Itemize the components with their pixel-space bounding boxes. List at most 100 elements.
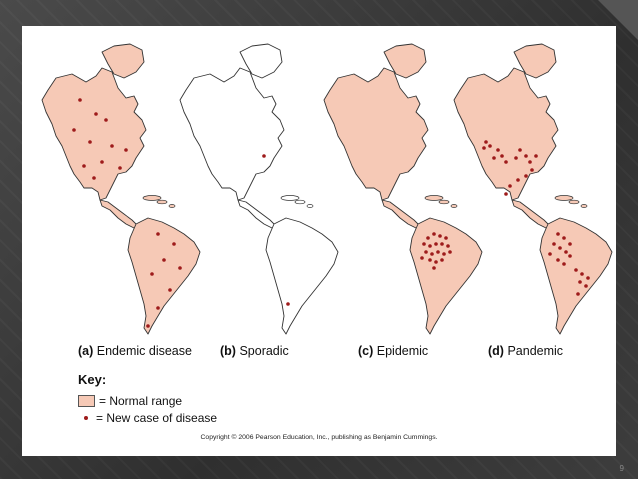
disease-case-dot <box>580 272 584 276</box>
disease-case-dot <box>440 242 444 246</box>
disease-case-dot <box>434 242 438 246</box>
disease-case-dot <box>434 260 438 264</box>
disease-case-dot <box>118 166 122 170</box>
key-new-case: = New case of disease <box>78 411 217 425</box>
disease-case-dot <box>428 258 432 262</box>
disease-case-dot <box>150 272 154 276</box>
disease-case-dot <box>492 156 496 160</box>
disease-case-dot <box>444 236 448 240</box>
caption-label: Endemic disease <box>96 344 192 358</box>
caption-pandemic: (d) Pandemic <box>488 344 563 358</box>
map-epidemic <box>323 43 483 335</box>
disease-case-dot <box>146 324 150 328</box>
disease-case-dot <box>426 236 430 240</box>
disease-case-dot <box>100 160 104 164</box>
disease-case-dot <box>168 288 172 292</box>
disease-case-dot <box>124 148 128 152</box>
disease-case-dot <box>516 178 520 182</box>
disease-case-dot <box>162 258 166 262</box>
greenland-outline <box>239 43 283 79</box>
caption-letter: (c) <box>358 344 374 358</box>
greenland-outline <box>101 43 145 79</box>
disease-case-dot <box>422 242 426 246</box>
disease-case-dot <box>564 250 568 254</box>
disease-case-dot <box>548 252 552 256</box>
americas-maps-figure <box>41 43 613 335</box>
south-america-outline <box>265 217 339 335</box>
caribbean-island <box>294 199 306 205</box>
central-america-outline <box>99 199 139 229</box>
disease-case-dot <box>552 242 556 246</box>
disease-case-dot <box>534 154 538 158</box>
disease-case-dot <box>558 246 562 250</box>
disease-case-dot <box>504 192 508 196</box>
disease-case-dot <box>442 252 446 256</box>
disease-case-dot <box>576 292 580 296</box>
disease-case-dot <box>110 144 114 148</box>
caption-label: Sporadic <box>239 344 289 358</box>
caption-label: Epidemic <box>376 344 429 358</box>
caribbean-island <box>168 204 176 208</box>
key-normal-range: = Normal range <box>78 394 182 408</box>
disease-case-dot <box>92 176 96 180</box>
disease-case-dot <box>286 302 290 306</box>
caption-label: Pandemic <box>507 344 564 358</box>
south-america-outline <box>409 217 483 335</box>
disease-case-dot <box>156 232 160 236</box>
disease-case-dot <box>568 254 572 258</box>
disease-case-dot <box>562 236 566 240</box>
disease-case-dot <box>488 144 492 148</box>
disease-case-dot <box>424 250 428 254</box>
caribbean-island <box>142 195 162 201</box>
disease-case-dot <box>88 140 92 144</box>
disease-case-dot <box>482 146 486 150</box>
north-america-outline <box>41 67 147 201</box>
caribbean-island <box>306 204 314 208</box>
caption-letter: (b) <box>220 344 236 358</box>
caption-epidemic: (c) Epidemic <box>358 344 428 358</box>
disease-case-dot <box>562 262 566 266</box>
disease-case-dot <box>524 174 528 178</box>
disease-case-dot <box>446 244 450 248</box>
greenland-outline <box>513 43 557 79</box>
normal-range-swatch <box>78 395 95 407</box>
new-case-dot-icon <box>84 416 88 420</box>
disease-case-dot <box>156 306 160 310</box>
disease-case-dot <box>496 148 500 152</box>
disease-case-dot <box>556 232 560 236</box>
disease-case-dot <box>94 112 98 116</box>
disease-case-dot <box>438 234 442 238</box>
disease-case-dot <box>82 164 86 168</box>
disease-case-dot <box>504 160 508 164</box>
disease-case-dot <box>530 168 534 172</box>
north-america-outline <box>323 67 429 201</box>
disease-case-dot <box>568 242 572 246</box>
central-america-outline <box>381 199 421 229</box>
disease-case-dot <box>500 154 504 158</box>
caption-letter: (d) <box>488 344 504 358</box>
greenland-outline <box>383 43 427 79</box>
caribbean-island <box>156 199 168 205</box>
disease-case-dot <box>440 258 444 262</box>
caribbean-island <box>438 199 450 205</box>
disease-case-dot <box>484 140 488 144</box>
disease-case-dot <box>420 256 424 260</box>
disease-case-dot <box>430 252 434 256</box>
copyright-notice: Copyright © 2006 Pearson Education, Inc.… <box>200 434 438 441</box>
disease-case-dot <box>262 154 266 158</box>
page-number: 9 <box>619 464 624 473</box>
disease-case-dot <box>448 250 452 254</box>
disease-case-dot <box>586 276 590 280</box>
caribbean-island <box>450 204 458 208</box>
caption-endemic: (a) Endemic disease <box>78 344 192 358</box>
caribbean-island <box>280 195 300 201</box>
disease-case-dot <box>432 266 436 270</box>
disease-case-dot <box>584 284 588 288</box>
north-america-outline <box>179 67 285 201</box>
south-america-outline <box>539 217 613 335</box>
disease-case-dot <box>72 128 76 132</box>
disease-case-dot <box>574 268 578 272</box>
map-endemic-disease <box>41 43 201 335</box>
disease-case-dot <box>578 280 582 284</box>
normal-range-label: = Normal range <box>99 394 183 408</box>
